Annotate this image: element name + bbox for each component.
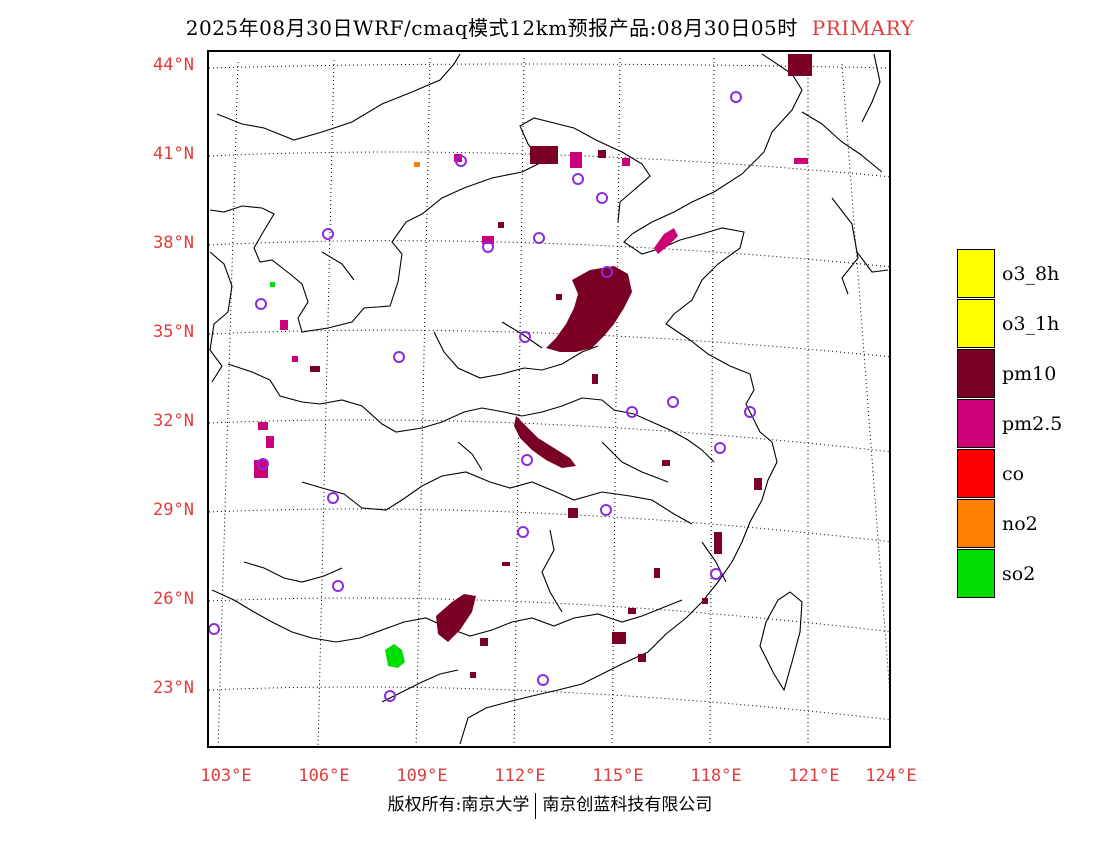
- pm10-cell-f: [310, 366, 320, 372]
- map-frame: [207, 50, 891, 748]
- pm10-cell-h: [598, 150, 606, 158]
- primary-tag: PRIMARY: [811, 16, 915, 40]
- no2-cell-a: [414, 162, 420, 167]
- lat-label-26: 26°N: [153, 589, 194, 609]
- legend-swatch-so2: [957, 549, 995, 598]
- so2-cell-a: [270, 282, 275, 287]
- legend-label-no2: no2: [1002, 513, 1038, 535]
- pm10-cell-i: [662, 460, 670, 466]
- lat-label-41: 41°N: [153, 144, 194, 164]
- pm10-cells: [310, 54, 812, 678]
- pm10-hubei-band: [514, 416, 576, 468]
- lon-label-124: 124°E: [865, 766, 917, 786]
- lat-label-29: 29°N: [153, 500, 194, 520]
- latitude-gridlines: [209, 63, 889, 721]
- pm25-cell-i: [292, 356, 298, 362]
- pm25-cell-e: [794, 158, 808, 164]
- lat-label-44: 44°N: [153, 55, 194, 75]
- pm10-cell-d: [714, 532, 722, 554]
- lat-label-23: 23°N: [153, 678, 194, 698]
- pm10-cell-g: [568, 508, 578, 518]
- legend-label-co: co: [1002, 463, 1025, 485]
- legend-swatch-pm10: [957, 349, 995, 398]
- pm10-north-china-plain: [546, 266, 632, 352]
- legend-swatch-co: [957, 449, 995, 498]
- legend-swatch-pm25: [957, 399, 995, 448]
- so2-cells: [270, 282, 405, 668]
- pm10-cell-j: [638, 654, 646, 662]
- pm25-cells: [254, 152, 808, 478]
- footer-copyright: 版权所有:南京大学: [387, 795, 530, 815]
- legend-label-so2: so2: [1002, 563, 1036, 585]
- so2-guangxi: [385, 644, 405, 668]
- legend-label-o3-1h: o3_1h: [1002, 313, 1060, 335]
- pm10-cell-p: [592, 374, 598, 384]
- lon-label-109: 109°E: [396, 766, 448, 786]
- pm25-cell-f: [280, 320, 288, 330]
- station-markers: [209, 91, 756, 702]
- pm25-cell-h: [622, 158, 630, 166]
- lon-label-121: 121°E: [788, 766, 840, 786]
- lat-label-35: 35°N: [153, 322, 194, 342]
- pm25-cell-b: [258, 422, 268, 430]
- pm10-cell-l: [654, 568, 660, 578]
- pm25-cell-a: [266, 436, 274, 448]
- pm10-cell-r: [556, 294, 562, 300]
- pm10-cell-e: [754, 478, 762, 490]
- lon-label-106: 106°E: [298, 766, 350, 786]
- legend-label-pm25: pm2.5: [1002, 413, 1063, 435]
- pm10-cell-m: [628, 608, 636, 614]
- copyright-footer: 版权所有:南京大学 南京创蓝科技有限公司: [0, 790, 1100, 819]
- no2-cells: [414, 162, 420, 167]
- footer-divider: [535, 792, 537, 819]
- pm10-guangxi: [436, 594, 476, 642]
- pm25-bohai: [654, 228, 678, 254]
- pm10-cell-q: [498, 222, 504, 228]
- pm10-cell-a: [530, 146, 558, 164]
- map-canvas: [209, 53, 889, 746]
- lon-label-112: 112°E: [494, 766, 546, 786]
- legend-swatch-o3-8h: [957, 249, 995, 298]
- legend-label-pm10: pm10: [1002, 363, 1057, 385]
- pm10-cell-c: [612, 632, 626, 644]
- pm10-cell-n: [480, 638, 488, 646]
- lat-label-38: 38°N: [153, 233, 194, 253]
- footer-company: 南京创蓝科技有限公司: [542, 795, 713, 815]
- lon-label-103: 103°E: [200, 766, 252, 786]
- pm10-cell-b: [788, 54, 812, 76]
- pm10-cell-k: [502, 562, 510, 566]
- map-title: 2025年08月30日WRF/cmaq模式12km预报产品:08月30日05时 P…: [0, 12, 1100, 41]
- lon-label-118: 118°E: [690, 766, 742, 786]
- pm10-cell-s: [702, 598, 708, 604]
- legend-label-o3-8h: o3_8h: [1002, 263, 1060, 285]
- pm25-cell-d: [570, 152, 582, 168]
- pm10-cell-o: [470, 672, 476, 678]
- legend-swatch-o3-1h: [957, 299, 995, 348]
- title-text: 2025年08月30日WRF/cmaq模式12km预报产品:08月30日05时: [185, 16, 798, 40]
- lon-label-115: 115°E: [592, 766, 644, 786]
- lat-label-32: 32°N: [153, 411, 194, 431]
- pm25-cell-c: [482, 236, 494, 244]
- legend-swatch-no2: [957, 499, 995, 548]
